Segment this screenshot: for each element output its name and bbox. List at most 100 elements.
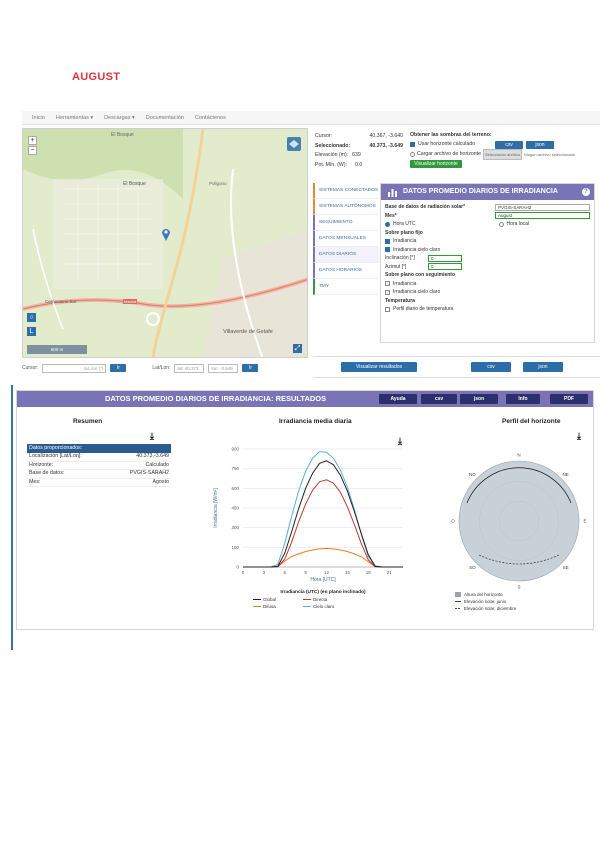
polar-tick-label: SO [469, 565, 476, 570]
polar-tick-label: O [451, 519, 455, 524]
zoom-out-button[interactable]: − [28, 146, 37, 155]
layers-icon[interactable] [287, 137, 301, 151]
x-tick-label: 21 [387, 570, 393, 575]
month-select[interactable]: August [495, 212, 590, 220]
track-clear-label: Irradiancia cielo claro [393, 289, 441, 296]
download-icon[interactable]: ⤓ [398, 436, 402, 446]
temperature-title: Temperatura [385, 297, 415, 304]
x-tick-label: 9 [304, 570, 307, 575]
zoom-in-button[interactable]: + [28, 136, 37, 145]
tab-off-grid[interactable]: SISTEMAS AUTÓNOMOS [313, 199, 379, 215]
choose-file-button[interactable]: Seleccionar archivo [483, 149, 522, 160]
tab-daily[interactable]: DATOS DIARIOS [313, 247, 379, 263]
legend-label: Altura del horizonte [464, 592, 503, 597]
download-csv-button[interactable]: csv [471, 362, 511, 372]
track-irr-label: Irradiancia [393, 280, 417, 287]
slope-label: Inclinación [°] [385, 255, 415, 262]
nav-item-home[interactable]: Inicio [32, 114, 45, 121]
utc-radio[interactable] [385, 221, 390, 227]
map-label: Villaverde de Getafe [223, 329, 273, 335]
tab-grid-connected[interactable]: SISTEMAS CONECTADOS [313, 183, 379, 199]
month-label: Mes* [385, 212, 397, 219]
series-line-cielo-claro [243, 451, 403, 568]
results-header: DATOS PROMEDIO DIARIOS DE IRRADIANCIA: R… [17, 391, 593, 407]
lat-input[interactable]: lat: 40.373 [174, 363, 205, 373]
download-json-button[interactable]: json [523, 362, 563, 372]
scale-bar: 500 m [27, 345, 87, 354]
chart-icon [388, 189, 397, 197]
tab-tracking[interactable]: SEGUIMIENTO [313, 215, 379, 231]
cursor-value: 40.367, -3.640 [369, 133, 403, 139]
horizon-calc-checkbox[interactable] [410, 142, 415, 147]
download-icon[interactable]: ⤓ [577, 431, 581, 441]
map-label: El Bosque [123, 181, 146, 187]
go-button[interactable]: Ir [110, 364, 127, 372]
summary-title: Resumen [73, 418, 103, 425]
horizon-calc-label: Usar horizonte calculado [418, 141, 476, 147]
slope-input[interactable]: 0 [428, 254, 462, 262]
polar-tick-label: SE [563, 565, 569, 570]
clearsky-checkbox[interactable] [385, 247, 390, 253]
db-select[interactable]: PVGIS-SARAH2 [495, 203, 590, 211]
legend-label: Directa [313, 597, 328, 602]
location-map[interactable]: El Bosque El Bosque Poligono Cementerio … [22, 128, 308, 358]
go-latlon-button[interactable]: Ir [242, 364, 259, 372]
sun-path-december [478, 554, 560, 565]
azimuth-input[interactable]: 0 [428, 263, 462, 271]
measure-icon[interactable]: L [27, 327, 36, 336]
legend-label: Cielo claro [313, 604, 335, 609]
info-button[interactable]: Info [506, 394, 540, 404]
map-label: Poligono [209, 181, 227, 186]
polar-tick-label: N [517, 453, 520, 458]
db-label: Base de datos de radiación solar* [385, 204, 466, 211]
location-marker-icon[interactable] [161, 227, 171, 241]
summary-header: Datos proporcionados: [27, 444, 171, 453]
track-irr-checkbox[interactable] [385, 281, 390, 287]
irradiance-checkbox[interactable] [385, 238, 390, 244]
help-icon[interactable]: ? [582, 188, 590, 196]
lon-input[interactable]: lon: -3.649 [208, 363, 239, 373]
horizon-chart: N NE E SE S SO O NO Altura del horizonte Elevació… [451, 453, 586, 612]
summary-table: Datos proporcionados: Localización [Lat/… [27, 444, 171, 487]
download-icon[interactable]: ⤓ [150, 431, 154, 441]
clearsky-label: Irradiancia cielo claro [393, 246, 441, 253]
summary-value: Agosto [152, 478, 170, 485]
fixed-plane-title: Sobre plano fijo [385, 229, 423, 236]
chart-title: Irradiancia media diaria [279, 418, 352, 425]
y-tick-label: 0 [236, 565, 239, 570]
form-actions: Visualizar resultados csv json [313, 356, 600, 378]
tab-monthly[interactable]: DATOS MENSUALES [313, 231, 379, 247]
tab-tmy[interactable]: TMY [313, 279, 379, 295]
nav-item-docs[interactable]: Documentación [145, 114, 184, 121]
fullscreen-icon[interactable]: ⤢ [293, 344, 302, 353]
locate-icon[interactable]: ○ [27, 313, 36, 322]
cursor-input[interactable]: lat, lon (°) [42, 363, 107, 373]
horizon-file-radio[interactable] [410, 152, 415, 157]
show-horizon-button[interactable]: Visualizar horizonte [410, 160, 462, 168]
x-tick-label: 0 [242, 570, 245, 575]
nav-item-downloads[interactable]: Descargas ▾ [104, 114, 135, 121]
visualize-results-button[interactable]: Visualizar resultados [341, 362, 417, 372]
horizon-json-button[interactable]: json [526, 140, 554, 149]
nav-item-tools[interactable]: Herramientas ▾ [55, 114, 94, 121]
horizon-file-label: Cargar archivo de horizonte [417, 151, 482, 157]
pdf-button[interactable]: PDF [550, 394, 588, 404]
results-json-button[interactable]: json [460, 394, 498, 404]
local-radio[interactable] [498, 221, 504, 227]
track-clear-checkbox[interactable] [385, 289, 390, 295]
summary-value: Calculado [145, 461, 169, 468]
file-status: Ningún archivo seleccionado [523, 152, 576, 157]
horizon-csv-button[interactable]: csv [495, 140, 523, 149]
coordinate-bar: Cursor: lat, lon (°) Ir Lat/Lon: lat: 40… [22, 361, 308, 375]
sun-path-june [466, 467, 572, 504]
horizon-title: Obtener las sombras del terreno: [410, 132, 492, 138]
results-csv-button[interactable]: csv [421, 394, 457, 404]
temp-checkbox[interactable] [385, 306, 390, 312]
form-header: DATOS PROMEDIO DIARIOS DE IRRADIANCIA ? [381, 184, 594, 200]
nav-item-contact[interactable]: Contáctenos [194, 114, 226, 121]
tab-hourly[interactable]: DATOS HORARIOS [313, 263, 379, 279]
x-tick-label: 15 [345, 570, 351, 575]
top-navbar: Inicio Herramientas ▾ Descargas ▾ Docume… [22, 111, 600, 125]
page-title: AUGUST [72, 71, 121, 83]
help-button[interactable]: Ayuda [379, 394, 417, 404]
